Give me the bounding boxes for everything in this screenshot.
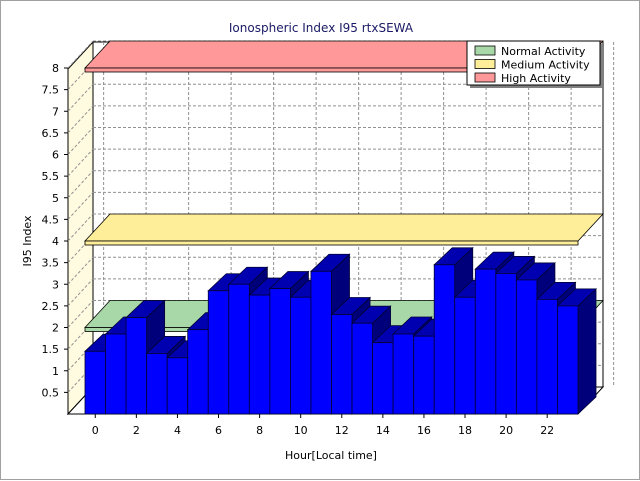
x-tick-label: 8 (256, 424, 263, 437)
y-tick-label: 3 (52, 278, 59, 291)
grid-line-diag (67, 192, 94, 220)
legend-label: Normal Activity (501, 45, 586, 58)
grid-line-diag (67, 148, 94, 177)
y-tick-label: 6 (52, 149, 59, 162)
bar-front (454, 296, 476, 415)
bar-front (495, 273, 517, 415)
bar-front (310, 270, 332, 415)
bar-front (433, 264, 456, 415)
y-tick-label: 5 (52, 192, 59, 205)
y-tick-label: 7.5 (42, 84, 60, 97)
grid-line-diag (67, 213, 94, 242)
legend-label: Medium Activity (501, 59, 590, 72)
x-tick-label: 16 (417, 424, 431, 437)
grid-line-diag (67, 127, 94, 155)
y-axis-label: I95 Index (21, 215, 34, 267)
legend-swatch (474, 45, 496, 56)
grid-line-diag (67, 256, 94, 285)
x-tick-label: 2 (133, 424, 140, 437)
legend-swatch (474, 59, 496, 69)
bar-front (166, 357, 189, 415)
y-tick-label: 3.5 (42, 257, 60, 270)
y-tick-label: 4.5 (42, 213, 60, 226)
bar-front (207, 290, 230, 415)
y-tick-label: 2 (52, 322, 59, 335)
x-axis-ticks: 0 2 4 6 8 10 12 14 16 18 20 22 (92, 414, 554, 437)
bar-front (187, 329, 209, 415)
bar-front (557, 305, 579, 415)
x-tick-label: 12 (335, 424, 349, 437)
y-tick-label: 5.5 (42, 170, 60, 183)
grid-line-diag (67, 170, 94, 199)
bars (83, 246, 598, 415)
x-tick-label: 18 (458, 424, 472, 437)
bar-front (392, 333, 415, 415)
bar-front (125, 317, 148, 415)
bar-front (290, 296, 312, 415)
legend-swatch (474, 72, 496, 83)
y-tick-label: 1 (52, 365, 59, 378)
x-tick-label: 4 (174, 424, 181, 437)
x-tick-label: 20 (499, 424, 513, 437)
bar-front (248, 294, 271, 415)
y-tick-label: 7 (52, 105, 59, 118)
grid-line-diag (67, 300, 94, 328)
x-tick-label: 0 (92, 424, 99, 437)
grid-line-diag (67, 278, 94, 307)
grid-line-diag (67, 83, 94, 112)
legend-label: High Activity (501, 72, 571, 85)
band-front (84, 240, 579, 246)
bar-front (413, 335, 435, 415)
bar-front (228, 283, 250, 415)
band-top (84, 213, 604, 242)
bar-front (84, 350, 106, 415)
x-tick-label: 6 (215, 424, 222, 437)
bar-front (372, 342, 394, 415)
bar-front (351, 322, 373, 415)
y-tick-label: 4 (52, 235, 59, 248)
grid-line-diag (67, 40, 94, 69)
y-tick-label: 8 (52, 62, 59, 75)
x-tick-label: 10 (294, 424, 308, 437)
bar (556, 287, 598, 415)
x-axis-label: Hour[Local time] (285, 449, 377, 462)
bar-front (474, 268, 497, 415)
bar-front (331, 314, 353, 415)
bar-front (269, 288, 291, 415)
y-axis-ticks: 0.5 1 1.5 2 2.5 3 3.5 4 4.5 5 5.5 6 6.5 7 7.5 8 (42, 62, 68, 399)
chart-title: Ionospheric Index I95 rtxSEWA (229, 21, 414, 35)
bar-front (515, 279, 538, 415)
y-tick-label: 0.5 (42, 386, 60, 399)
bar-front (146, 353, 168, 415)
y-tick-label: 6.5 (42, 127, 60, 140)
bar-front (536, 298, 558, 415)
y-tick-label: 2.5 (42, 300, 60, 313)
x-tick-label: 14 (376, 424, 390, 437)
y-tick-label: 1.5 (42, 343, 60, 356)
bar-side (577, 287, 597, 415)
bar-front (105, 333, 127, 415)
grid-line-diag (67, 105, 94, 134)
x-tick-label: 22 (540, 424, 554, 437)
